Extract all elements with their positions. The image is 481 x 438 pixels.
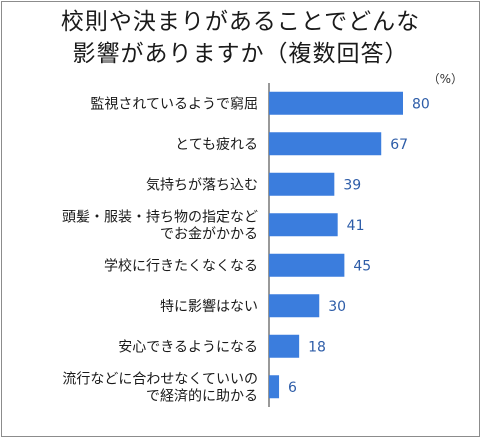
category-label: 安心できるようになる [118, 339, 258, 355]
category-label: でお金がかかる [160, 226, 258, 242]
unit-label: （%） [427, 72, 463, 86]
category-label: 監視されているようで窮屈 [90, 95, 258, 112]
data-label: 39 [343, 177, 361, 193]
bar [269, 375, 280, 399]
category-label: 頭髪・服装・持ち物の指定など [62, 209, 258, 225]
chart-title-line-2: 影響がありますか（複数回答） [72, 41, 409, 67]
data-label: 30 [328, 299, 346, 315]
category-label: 学校に行きたくなくなる [104, 257, 258, 274]
data-label: 67 [390, 137, 408, 153]
data-label: 45 [353, 258, 371, 274]
bar [269, 91, 403, 115]
data-label: 80 [412, 96, 430, 112]
category-label: 特に影響はない [160, 298, 258, 315]
category-label: とても疲れる [175, 136, 258, 153]
data-label: 18 [308, 339, 326, 355]
category-label: 気持ちが落ち込む [146, 177, 258, 193]
bar [269, 172, 335, 196]
chart-title-line-1: 校則や決まりがあることでどんな [60, 9, 421, 35]
bar [269, 213, 338, 237]
bar [269, 334, 300, 358]
bar [269, 294, 320, 318]
category-label: で経済的に助かる [146, 388, 258, 404]
data-label: 6 [288, 380, 297, 396]
category-label: 流行などに合わせなくていいの [62, 371, 258, 387]
bar [269, 253, 345, 277]
bar [269, 132, 382, 156]
data-label: 41 [347, 218, 365, 234]
